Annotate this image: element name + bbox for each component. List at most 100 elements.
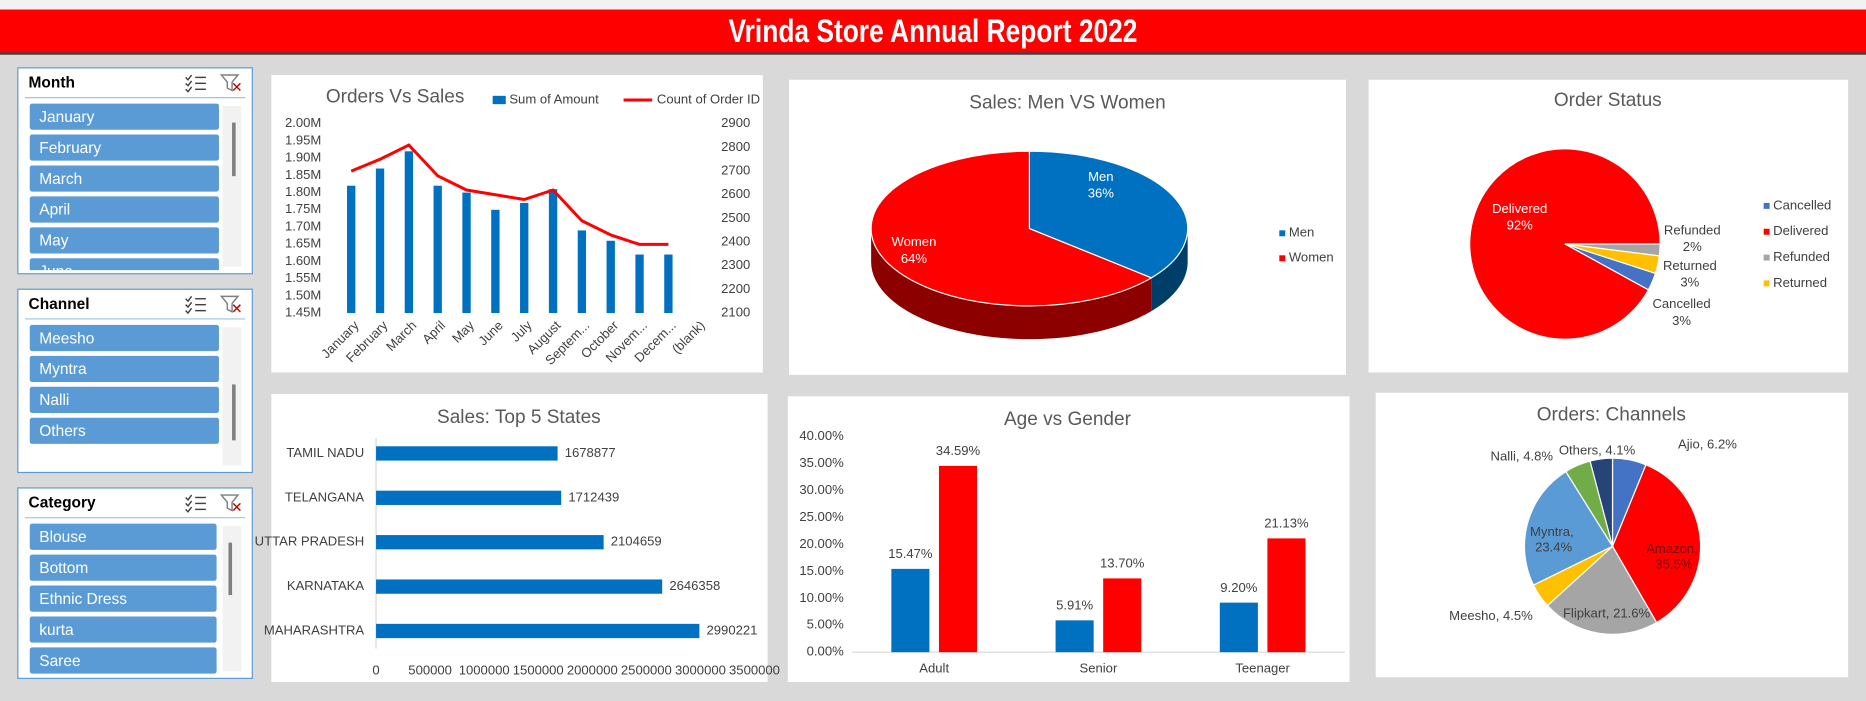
slicer-item-button[interactable] xyxy=(29,554,217,581)
slicer-item-button[interactable] xyxy=(29,227,219,254)
scroll-track xyxy=(222,327,242,466)
bar xyxy=(376,623,700,639)
y-tick-label: KARNATAKA xyxy=(287,578,365,593)
slicer-item[interactable]: May xyxy=(29,227,219,254)
data-label: Flipkart, 21.6% xyxy=(1563,606,1651,621)
icon-funnel xyxy=(219,494,240,512)
bar xyxy=(462,192,471,314)
slicer-item-label[interactable]: Others xyxy=(39,423,86,440)
slicer-item[interactable]: March xyxy=(29,165,219,192)
icon-check xyxy=(185,295,193,303)
y-tick-label: 40.00% xyxy=(799,428,844,443)
legend-marker xyxy=(1763,228,1770,235)
y-tick-label: 0.00% xyxy=(807,644,844,659)
y-tick-label: 15.00% xyxy=(799,563,844,578)
clear-filter-icon[interactable] xyxy=(219,494,241,512)
icon-check xyxy=(185,86,193,93)
data-label: 21.13% xyxy=(1264,516,1309,531)
slicer-item-button[interactable] xyxy=(29,523,217,550)
title-bar xyxy=(0,9,1866,54)
scroll-thumb[interactable] xyxy=(232,122,236,177)
data-label: 15.47% xyxy=(888,546,933,561)
icon-x xyxy=(232,502,241,512)
multi-select-icon[interactable] xyxy=(185,74,206,93)
data-label: 1712439 xyxy=(568,489,619,504)
slicer-item-label[interactable]: Myntra xyxy=(39,361,87,378)
slicer-item[interactable]: February xyxy=(29,134,219,161)
slicer-item-label[interactable]: Ethnic Dress xyxy=(39,591,127,608)
slicer-item-label[interactable]: January xyxy=(39,109,94,126)
slicer-item-button[interactable] xyxy=(29,417,219,444)
slicer-item-button[interactable] xyxy=(29,585,217,612)
slicer-item[interactable]: Meesho xyxy=(29,324,219,352)
slicer-item[interactable]: Blouse xyxy=(29,523,217,550)
slicer-item[interactable]: Myntra xyxy=(29,355,219,383)
bar xyxy=(1219,602,1258,653)
slicer-item-button[interactable] xyxy=(29,258,219,284)
slicer-item[interactable]: Bottom xyxy=(29,554,217,581)
y2-tick-label: 2800 xyxy=(721,139,750,154)
scroll-thumb[interactable] xyxy=(228,542,233,596)
slicer-item-button[interactable] xyxy=(29,355,219,383)
slicer-item-button[interactable] xyxy=(29,103,219,130)
slicer-item[interactable]: January xyxy=(29,103,219,130)
slicer-item[interactable]: June xyxy=(29,258,219,284)
slicer-item[interactable]: kurta xyxy=(29,616,217,643)
y-tick-label: 10.00% xyxy=(799,590,844,605)
slicer-item[interactable]: Nalli xyxy=(29,386,219,413)
icon-check xyxy=(185,74,193,81)
y-tick-label: 5.00% xyxy=(807,617,844,632)
slicer-item-label[interactable]: Bottom xyxy=(39,560,88,577)
x-tick-label: 3500000 xyxy=(729,663,780,678)
multi-select-icon[interactable] xyxy=(185,494,206,513)
slicer-item[interactable]: Others xyxy=(29,417,219,444)
bar xyxy=(1267,538,1306,653)
y-tick-label: 1.85M xyxy=(285,167,321,182)
slicer-item-button[interactable] xyxy=(29,616,217,643)
slicer-item-label[interactable]: February xyxy=(39,140,101,157)
pie-slice xyxy=(1523,470,1614,586)
slicer-item-button[interactable] xyxy=(29,134,219,161)
dashboard-title: Vrinda Store Annual Report 2022 xyxy=(729,13,1138,49)
icon-funnel xyxy=(219,74,240,92)
scroll-thumb[interactable] xyxy=(232,384,236,441)
data-label-name: Delivered xyxy=(1492,201,1547,216)
data-label: Ajio, 6.2% xyxy=(1678,437,1737,452)
data-label-value: 92% xyxy=(1507,218,1534,233)
icon-funnel xyxy=(219,295,240,313)
y-tick-label: MAHARASHTRA xyxy=(264,622,365,637)
slicer-box xyxy=(17,487,253,679)
slicer-item-label[interactable]: Nalli xyxy=(39,392,69,409)
slicer-item-label[interactable]: May xyxy=(39,233,68,250)
slicer-item[interactable]: Ethnic Dress xyxy=(29,585,217,612)
slicer-item-label[interactable]: June xyxy=(39,264,73,281)
slicer-item-label[interactable]: Meesho xyxy=(39,330,94,347)
scroll-track xyxy=(222,105,242,267)
slicer-item-label[interactable]: kurta xyxy=(39,622,74,639)
slicer-item-button[interactable] xyxy=(29,196,219,223)
chart-title: Orders: Channels xyxy=(1537,404,1686,425)
pie-slice xyxy=(870,150,1153,307)
y-tick-label: TAMIL NADU xyxy=(286,445,364,460)
x-tick-label: 500000 xyxy=(408,663,452,678)
y2-tick-label: 2700 xyxy=(721,163,750,178)
slicer-item-label[interactable]: March xyxy=(39,171,82,188)
clear-filter-icon[interactable] xyxy=(219,74,241,92)
slicer-item-label[interactable]: Blouse xyxy=(39,529,86,546)
chart: Age vs Gender 0.00% 5.00% 10.00% 15.00% 20.00… xyxy=(787,396,1350,682)
data-label-value: 36% xyxy=(1088,185,1115,200)
slicer-item-label[interactable]: Saree xyxy=(39,653,80,670)
slicer-item-button[interactable] xyxy=(29,324,219,352)
slicer-item-button[interactable] xyxy=(29,647,217,674)
slicer-item[interactable]: April xyxy=(29,196,219,223)
data-label: 1678877 xyxy=(565,445,616,460)
bar xyxy=(376,446,558,461)
slicer-item-label[interactable]: April xyxy=(39,202,70,219)
slicer-item[interactable]: Saree xyxy=(29,647,217,674)
multi-select-icon[interactable] xyxy=(185,295,206,315)
bar xyxy=(376,579,663,594)
bar xyxy=(1055,620,1094,653)
clear-filter-icon[interactable] xyxy=(219,295,241,313)
slicer-item-button[interactable] xyxy=(29,165,219,192)
slicer-item-button[interactable] xyxy=(29,386,219,413)
